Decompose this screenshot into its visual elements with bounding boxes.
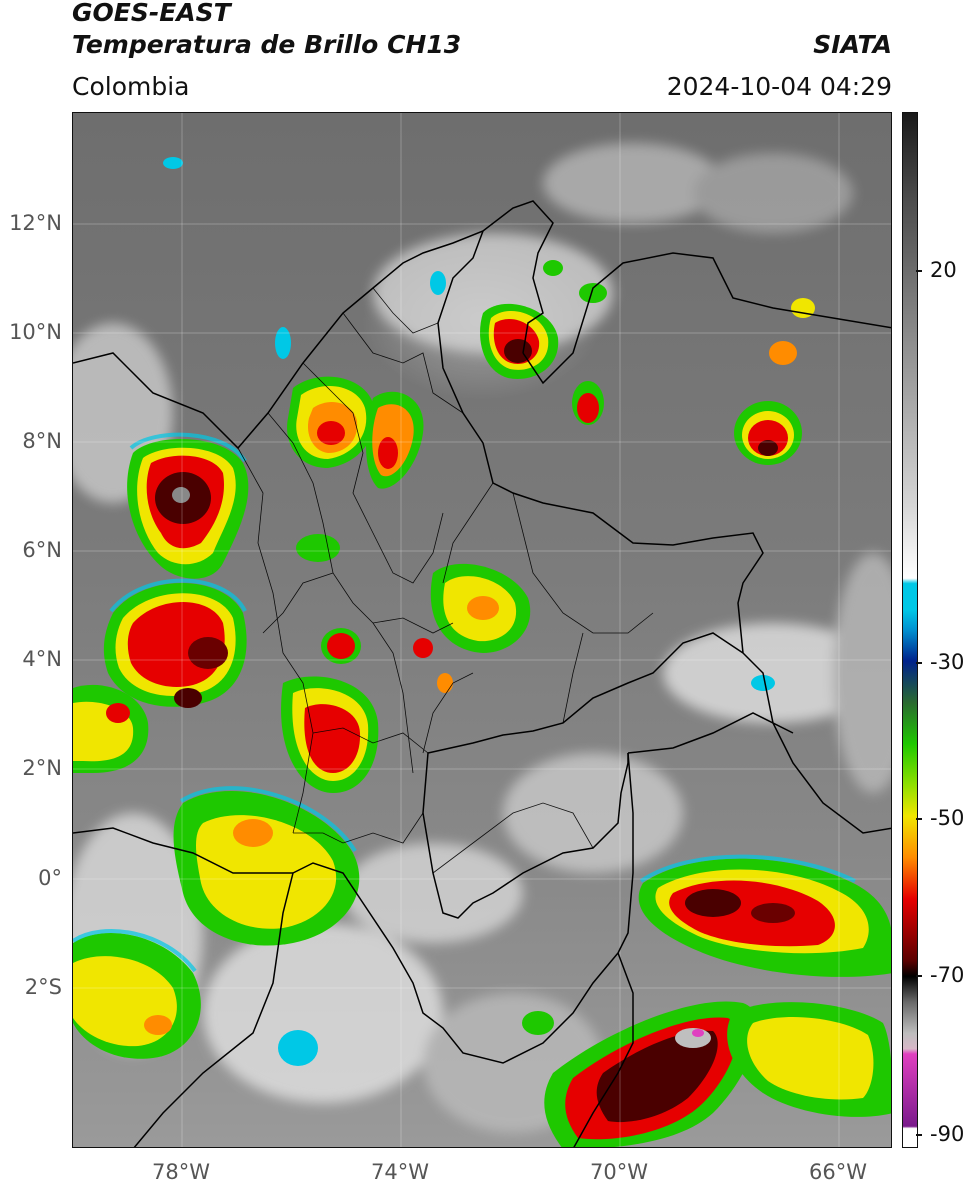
lat-label: 2°N — [22, 756, 62, 780]
storm-llanos — [430, 563, 531, 653]
lat-label: 4°N — [22, 647, 62, 671]
storm-amazon-east — [727, 1002, 891, 1117]
lat-label: 8°N — [22, 429, 62, 453]
colorbar-label: -30 — [930, 650, 965, 674]
colorbar-tick — [916, 818, 922, 820]
graticule — [73, 113, 891, 1147]
storm-caribbean-1 — [287, 376, 375, 468]
lat-label: 12°N — [9, 211, 62, 235]
lon-label: 66°W — [809, 1160, 867, 1184]
lat-label: 2°S — [24, 975, 62, 999]
lat-label: 0° — [38, 866, 62, 890]
storm-ecuador-coast — [73, 933, 201, 1059]
storm-south-west — [173, 791, 360, 946]
storm-caribbean-2 — [366, 391, 424, 489]
storm-andes-central — [281, 676, 379, 793]
storm-pacific-south — [73, 684, 149, 773]
lon-label: 78°W — [152, 1160, 210, 1184]
storm-amazon-north — [638, 858, 891, 977]
lat-label: 6°N — [22, 538, 62, 562]
colorbar-label: 20 — [930, 258, 957, 282]
storm-venezuela-north — [734, 401, 802, 465]
storm-amazon-south — [544, 1001, 758, 1147]
map-layer — [73, 113, 891, 1147]
cold-cloud-fringes — [73, 432, 856, 973]
storm-pacific-central — [103, 583, 247, 708]
department-borders — [237, 287, 654, 874]
region-label: Colombia — [72, 72, 190, 101]
colorbar-tick — [916, 1134, 922, 1136]
satellite-map[interactable] — [72, 112, 892, 1148]
colorbar-tick — [916, 270, 922, 272]
storm-pacific-north — [127, 439, 249, 579]
storm-guajira — [480, 303, 559, 379]
storm-cells — [73, 303, 891, 1147]
colorbar-label: -90 — [930, 1122, 965, 1146]
datetime-label: 2024-10-04 04:29 — [666, 72, 892, 101]
storm-maracaibo-east — [572, 381, 604, 425]
lon-label: 70°W — [590, 1160, 648, 1184]
colorbar-label: -50 — [930, 806, 965, 830]
colorbar-label: -70 — [930, 963, 965, 987]
agency-label: SIATA — [813, 30, 892, 59]
colorbar-tick — [916, 975, 922, 977]
colorbar-tick — [916, 662, 922, 664]
satellite-title: GOES-EAST — [72, 0, 231, 27]
lat-label: 10°N — [9, 320, 62, 344]
product-title: Temperatura de Brillo CH13 — [72, 30, 462, 59]
lon-label: 74°W — [371, 1160, 429, 1184]
colorbar — [902, 112, 918, 1148]
